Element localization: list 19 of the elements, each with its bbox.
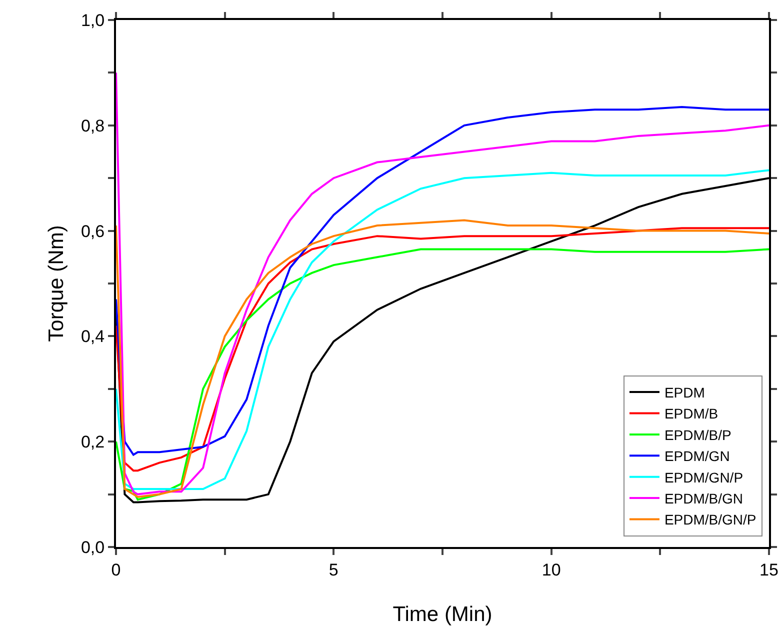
legend-label: EPDM/GN [664, 448, 730, 464]
y-tick-label: 0,2 [80, 432, 105, 452]
y-tick-label: 0,8 [80, 116, 105, 136]
legend-label: EPDM/B/GN/P [664, 512, 756, 528]
legend-label: EPDM/GN/P [664, 469, 744, 486]
y-tick-label: 1,0 [80, 10, 105, 30]
legend-label: EPDM/B/P [664, 426, 732, 443]
x-axis-title: Time (Min) [392, 603, 492, 626]
legend-label: EPDM [664, 384, 705, 401]
legend-label: EPDM/B [664, 406, 718, 422]
y-tick-label: 0,4 [80, 327, 105, 346]
x-tick-label: 10 [542, 560, 561, 580]
x-tick-label: 5 [328, 560, 338, 580]
x-tick-label: 15 [760, 560, 778, 580]
legend-label: EPDM/B/GN [664, 490, 744, 507]
y-tick-label: 0,6 [80, 222, 105, 241]
y-axis-title: Torque (Nm) [45, 225, 68, 342]
x-tick-label: 0 [111, 560, 121, 580]
y-tick-label: 0,0 [80, 538, 105, 557]
